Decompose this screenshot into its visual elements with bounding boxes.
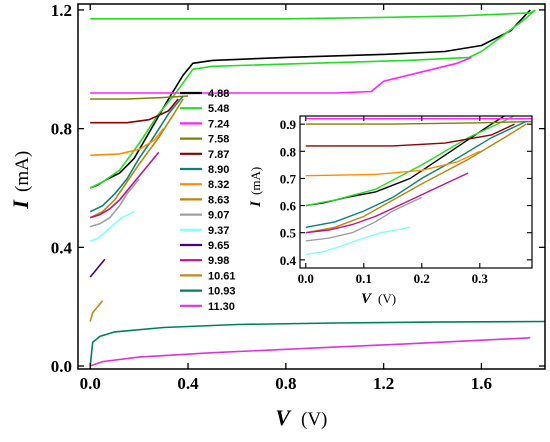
inset-y-axis-title: I bbox=[248, 200, 264, 208]
legend-label-8.32: 8.32 bbox=[208, 179, 229, 191]
inset-series-line-8.90 bbox=[305, 120, 527, 228]
inset-series-line-9.98 bbox=[305, 172, 469, 234]
series-line-7.58 bbox=[90, 95, 189, 100]
legend-label-9.98: 9.98 bbox=[208, 255, 229, 267]
inset-x-axis-title: V bbox=[361, 291, 373, 307]
legend-label-8.63: 8.63 bbox=[208, 194, 229, 206]
inset-x-tick-label: 0.1 bbox=[356, 271, 372, 286]
legend-label-11.30: 11.30 bbox=[208, 301, 235, 313]
inset-y-tick-label: 0.9 bbox=[280, 117, 297, 132]
legend-label-7.24: 7.24 bbox=[208, 118, 230, 130]
y-axis-title-group: I (mA) bbox=[8, 151, 33, 210]
legend-label-7.87: 7.87 bbox=[208, 149, 229, 161]
x-axis-title: V bbox=[275, 405, 292, 430]
series-line-8.63 bbox=[89, 98, 184, 219]
inset-x-tick-label: 0.2 bbox=[414, 271, 430, 286]
inset-y-axis-title-group: I (mA) bbox=[248, 167, 264, 208]
inset-series-line-8.32 bbox=[305, 150, 481, 177]
inset-series-line-7.24 bbox=[305, 118, 532, 120]
inset-series-line-10.61 bbox=[306, 309, 335, 328]
y-tick-label: 1.2 bbox=[51, 1, 72, 20]
x-tick-label: 1.6 bbox=[471, 374, 492, 393]
inset-series-line-9.37 bbox=[305, 226, 411, 256]
x-tick-label: 0.0 bbox=[80, 374, 101, 393]
x-tick-label: 1.2 bbox=[373, 374, 394, 393]
series-line-9.98 bbox=[89, 151, 160, 219]
inset-y-axis-unit: (mA) bbox=[248, 167, 263, 195]
series-line-9.65 bbox=[89, 258, 106, 278]
series-line-10.61 bbox=[89, 300, 104, 322]
inset-x-axis-unit: (V) bbox=[378, 291, 396, 306]
inset-x-tick-label: 0.3 bbox=[472, 271, 489, 286]
series-line-10.93 bbox=[89, 320, 545, 367]
x-axis-unit: (V) bbox=[301, 409, 327, 430]
x-tick-label: 0.4 bbox=[177, 374, 199, 393]
main-plot-frame bbox=[77, 3, 546, 370]
inset-y-tick-label: 0.7 bbox=[280, 171, 297, 186]
y-axis-title: I bbox=[8, 199, 33, 210]
series-line-11.30 bbox=[89, 337, 531, 367]
inset-y-tick-label: 0.8 bbox=[280, 144, 297, 159]
inset-series-line-4.88 bbox=[305, 116, 506, 207]
inset-y-tick-label: 0.4 bbox=[280, 253, 297, 268]
inset-series-line-8.63 bbox=[305, 123, 527, 234]
main-series-group bbox=[89, 9, 545, 367]
inset-axes: 0.0 0.1 0.2 0.3 0.4 0.5 0.6 0.7 0.8 0.9 bbox=[280, 116, 532, 286]
legend-label-9.07: 9.07 bbox=[208, 210, 229, 222]
series-line-9.37 bbox=[89, 210, 135, 243]
legend-label-10.93: 10.93 bbox=[208, 286, 236, 298]
inset-background bbox=[300, 116, 532, 268]
legend-label-9.37: 9.37 bbox=[208, 225, 229, 237]
inset-series-group bbox=[305, 116, 550, 369]
y-tick-label: 0.0 bbox=[51, 357, 72, 376]
legend: 4.88 5.48 7.24 7.58 7.87 8.90 8.32 8.63 9.07 9.37… bbox=[180, 88, 236, 313]
legend-label-5.48: 5.48 bbox=[208, 103, 229, 115]
inset-series-line-7.58 bbox=[305, 120, 532, 125]
legend-label-9.65: 9.65 bbox=[208, 240, 229, 252]
legend-label-4.88: 4.88 bbox=[208, 88, 229, 100]
x-tick-label: 0.8 bbox=[275, 374, 296, 393]
y-axis-unit: (mA) bbox=[12, 151, 33, 192]
inset-series-line-10.93 bbox=[306, 328, 550, 369]
series-line-7.87 bbox=[90, 98, 179, 124]
series-line-5.48 bbox=[89, 9, 536, 189]
y-tick-label: 0.8 bbox=[51, 120, 72, 139]
series-line-8.32 bbox=[90, 128, 165, 157]
inset-series-line-5.48 bbox=[305, 116, 516, 207]
inset-plot-frame bbox=[299, 115, 533, 269]
series-line-4.88 bbox=[89, 9, 531, 189]
legend-label-8.90: 8.90 bbox=[208, 164, 229, 176]
series-line-9.07 bbox=[89, 178, 140, 228]
inset-x-tick-label: 0.0 bbox=[298, 271, 314, 286]
legend-label-7.58: 7.58 bbox=[208, 134, 229, 146]
inset-y-tick-label: 0.6 bbox=[280, 199, 297, 214]
y-tick-label: 0.4 bbox=[51, 238, 73, 257]
inset-y-tick-label: 0.5 bbox=[280, 226, 297, 241]
series-line-7.24 bbox=[90, 56, 472, 94]
main-axes: 0.0 0.4 0.8 1.2 1.60.00.40.81.2 bbox=[51, 1, 545, 393]
inset-series-line-7.87 bbox=[305, 123, 515, 147]
series-line-8.90 bbox=[89, 95, 184, 213]
legend-label-10.61: 10.61 bbox=[208, 270, 236, 282]
inset-series-line-9.07 bbox=[305, 196, 423, 242]
